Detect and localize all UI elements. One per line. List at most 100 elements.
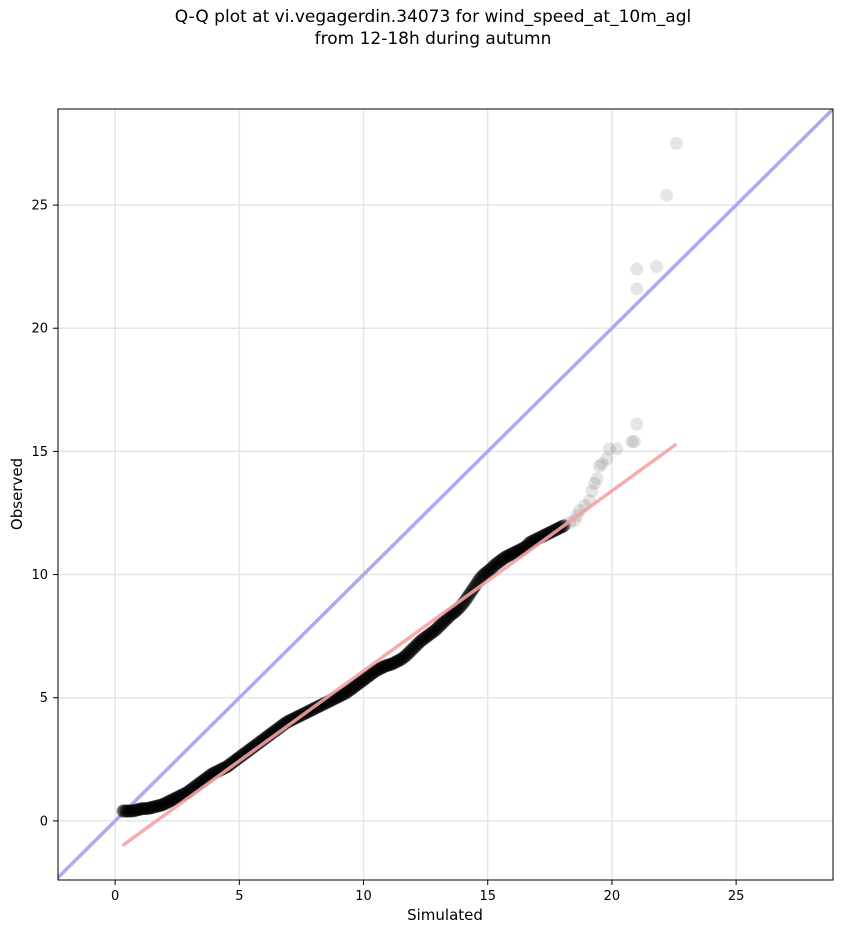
qq-point: [124, 804, 138, 818]
qq-point: [492, 555, 506, 569]
qq-point: [375, 661, 389, 675]
qq-point: [386, 656, 400, 670]
plot-frame: [57, 108, 834, 881]
qq-point: [484, 562, 498, 576]
qq-point: [220, 760, 234, 774]
qq-point: [363, 668, 377, 682]
qq-point: [394, 653, 408, 667]
qq-point: [123, 804, 137, 818]
qq-point: [351, 677, 365, 691]
qq-point: [387, 656, 401, 670]
qq-point: [156, 797, 170, 811]
qq-point: [510, 545, 524, 559]
qq-point: [419, 630, 433, 644]
qq-point: [413, 635, 427, 649]
qq-point: [477, 568, 491, 582]
qq-point: [431, 621, 445, 635]
qq-point: [405, 642, 419, 656]
qq-point: [481, 564, 495, 578]
qq-point: [374, 661, 388, 675]
qq-point: [507, 546, 521, 560]
qq-point: [585, 484, 599, 498]
qq-point: [418, 631, 432, 645]
qq-point: [172, 790, 186, 804]
qq-point: [225, 756, 239, 770]
chart-title: Q-Q plot at vi.vegagerdin.34073 for wind…: [0, 6, 843, 50]
qq-point: [130, 803, 144, 817]
qq-point: [417, 632, 431, 646]
qq-point: [360, 670, 374, 684]
fit-line: [121, 442, 678, 847]
qq-point: [361, 670, 375, 684]
qq-point: [650, 260, 664, 274]
qq-point: [483, 563, 497, 577]
qq-point: [361, 669, 375, 683]
qq-point: [543, 526, 557, 540]
qq-point: [126, 804, 140, 818]
qq-point: [357, 673, 371, 687]
qq-point: [137, 802, 151, 816]
qq-point: [226, 755, 240, 769]
qq-point: [116, 804, 130, 818]
qq-point: [132, 802, 146, 816]
y-tick-label: 10: [31, 568, 48, 583]
qq-point: [627, 435, 641, 449]
qq-point: [397, 650, 411, 664]
qq-point: [438, 614, 452, 628]
qq-point: [429, 622, 443, 636]
qq-point: [379, 659, 393, 673]
qq-point: [232, 750, 246, 764]
qq-point: [155, 798, 169, 812]
qq-point: [348, 679, 362, 693]
qq-point: [590, 471, 604, 485]
qq-point: [400, 648, 414, 662]
qq-point: [408, 640, 422, 654]
qq-point: [496, 552, 510, 566]
qq-point: [440, 611, 454, 625]
qq-point: [340, 685, 354, 699]
qq-point: [131, 803, 145, 817]
qq-point: [357, 672, 371, 686]
qq-point: [121, 804, 135, 818]
qq-point: [338, 686, 352, 700]
qq-point: [159, 796, 173, 810]
qq-point: [423, 627, 437, 641]
qq-point: [370, 663, 384, 677]
qq-point: [434, 618, 448, 632]
qq-point: [414, 633, 428, 647]
qq-point: [403, 645, 417, 659]
qq-point: [493, 554, 507, 568]
qq-point: [231, 752, 245, 766]
qq-point: [142, 801, 156, 815]
qq-point: [501, 549, 515, 563]
qq-point: [373, 662, 387, 676]
qq-point: [358, 672, 372, 686]
qq-point: [490, 556, 504, 570]
qq-point: [382, 658, 396, 672]
qq-point: [478, 566, 492, 580]
x-axis-ticks: 0 5 10 15 20 25: [111, 880, 744, 904]
qq-point: [335, 688, 349, 702]
qq-point: [143, 801, 157, 815]
qq-point: [505, 547, 519, 561]
qq-point: [383, 658, 397, 672]
qq-point: [133, 802, 147, 816]
qq-point: [336, 687, 350, 701]
qq-point: [372, 662, 386, 676]
qq-point: [343, 683, 357, 697]
qq-point: [337, 687, 351, 701]
qq-point: [491, 556, 505, 570]
qq-point: [333, 689, 347, 703]
qq-point: [509, 545, 523, 559]
qq-point: [494, 553, 508, 567]
qq-point: [356, 673, 370, 687]
qq-point: [344, 682, 358, 696]
qq-point: [482, 564, 496, 578]
qq-point: [144, 801, 158, 815]
qq-point: [354, 675, 368, 689]
qq-point: [349, 678, 363, 692]
qq-point: [381, 658, 395, 672]
qq-point: [376, 660, 390, 674]
qq-point: [542, 526, 556, 540]
qq-point: [415, 633, 429, 647]
